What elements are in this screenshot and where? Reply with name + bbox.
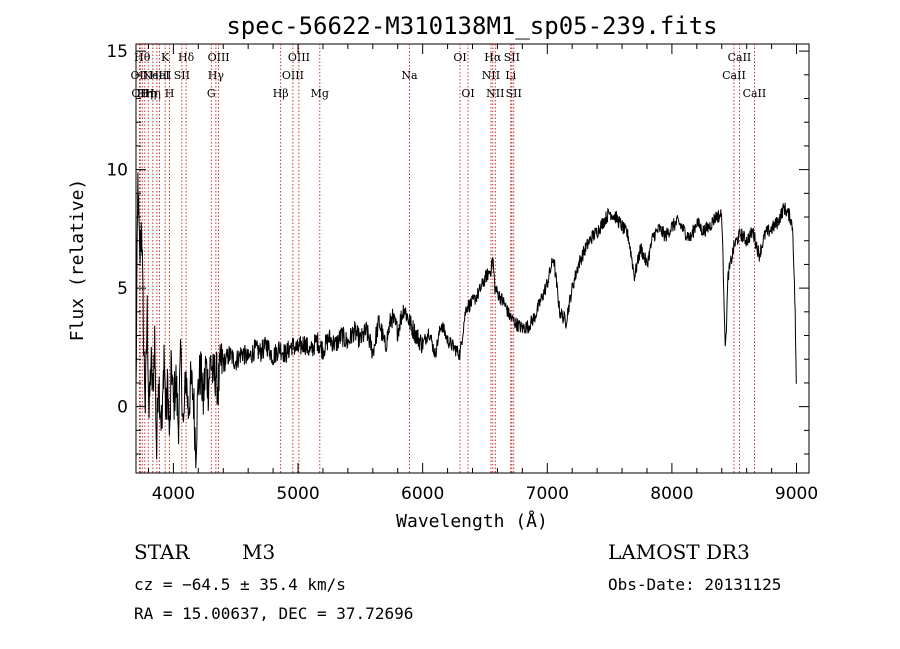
object-subclass: M3 bbox=[242, 540, 276, 564]
line-label-7: HeI bbox=[149, 69, 169, 82]
line-label-15: Hβ bbox=[273, 87, 289, 100]
y-tick-label-0: 0 bbox=[117, 398, 128, 418]
x-tick-label-5: 9000 bbox=[775, 484, 818, 504]
line-labels: OIIOIIHθHηHηHηNeIIIHeIKHSIIHδGHγOIIIHβOI… bbox=[131, 51, 767, 100]
line-label-1: OII bbox=[131, 87, 149, 100]
x-axis-ticks: 4000 5000 6000 7000 8000 9000 bbox=[147, 44, 818, 504]
line-label-19: Na bbox=[401, 69, 418, 82]
line-label-11: Hδ bbox=[178, 51, 195, 64]
line-label-18: Mg bbox=[311, 87, 329, 100]
line-label-13: Hγ bbox=[208, 69, 225, 82]
spectrum-series-line bbox=[135, 172, 797, 469]
x-tick-label-0: 4000 bbox=[152, 484, 195, 504]
line-label-22: NII bbox=[482, 69, 500, 82]
y-tick-label-1: 5 bbox=[117, 279, 128, 299]
line-label-5: Hη bbox=[145, 87, 161, 100]
line-markers bbox=[138, 44, 755, 473]
line-label-10: SII bbox=[174, 69, 190, 82]
x-tick-label-2: 6000 bbox=[401, 484, 444, 504]
line-label-0: OII bbox=[131, 69, 149, 82]
object-class: STAR bbox=[134, 540, 190, 564]
x-tick-label-4: 8000 bbox=[650, 484, 693, 504]
line-label-24: NII bbox=[486, 87, 504, 100]
redshift-cz: cz = −64.5 ± 35.4 km/s bbox=[134, 575, 346, 594]
line-label-26: SII bbox=[504, 51, 520, 64]
survey-name: LAMOST DR3 bbox=[608, 540, 750, 564]
line-label-27: SII bbox=[506, 87, 522, 100]
line-label-16: OIII bbox=[282, 69, 304, 82]
line-label-8: K bbox=[161, 51, 170, 64]
observation-date: Obs-Date: 20131125 bbox=[608, 575, 782, 594]
line-label-28: CaII bbox=[722, 69, 746, 82]
line-label-14: OIII bbox=[208, 51, 230, 64]
y-tick-label-2: 10 bbox=[106, 161, 128, 181]
line-label-9: H bbox=[165, 87, 175, 100]
plot-frame bbox=[135, 43, 810, 474]
ra-dec-coordinates: RA = 15.00637, DEC = 37.72696 bbox=[134, 604, 414, 623]
line-label-3: Hη bbox=[137, 87, 153, 100]
line-label-29: CaII bbox=[728, 51, 752, 64]
line-label-2: Hθ bbox=[134, 51, 151, 64]
line-label-25: Li bbox=[505, 69, 516, 82]
line-label-17: OIII bbox=[288, 51, 310, 64]
y-axis-label: Flux (relative) bbox=[67, 179, 88, 342]
chart-title: spec-56622-M310138M1_sp05-239.fits bbox=[226, 12, 717, 40]
line-label-6: NeIII bbox=[142, 69, 171, 82]
line-label-12: G bbox=[207, 87, 216, 100]
y-axis-ticks: 0 5 10 15 bbox=[106, 42, 809, 455]
line-label-4: Hη bbox=[140, 87, 156, 100]
x-tick-label-3: 7000 bbox=[526, 484, 569, 504]
x-axis-label: Wavelength (Å) bbox=[396, 510, 548, 532]
line-label-30: CaII bbox=[743, 87, 767, 100]
line-label-23: Hα bbox=[484, 51, 502, 64]
x-tick-label-1: 5000 bbox=[276, 484, 319, 504]
line-label-20: OI bbox=[453, 51, 466, 64]
y-tick-label-3: 15 bbox=[106, 42, 128, 62]
line-label-21: OI bbox=[461, 87, 474, 100]
